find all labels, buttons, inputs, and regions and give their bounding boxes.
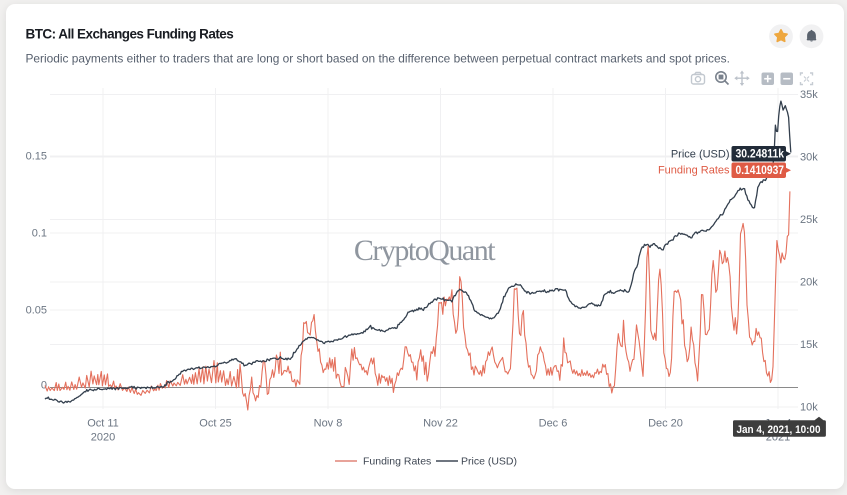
svg-text:30.24811k: 30.24811k — [736, 149, 785, 161]
svg-text:Nov 22: Nov 22 — [423, 418, 458, 430]
svg-text:Oct 11: Oct 11 — [87, 418, 119, 430]
svg-text:10k: 10k — [800, 402, 818, 414]
svg-text:0.05: 0.05 — [26, 305, 47, 317]
svg-text:25k: 25k — [800, 214, 818, 226]
svg-text:Funding Rates: Funding Rates — [363, 456, 431, 468]
svg-text:0.1: 0.1 — [32, 228, 47, 240]
svg-text:Jan 4, 2021, 10:00: Jan 4, 2021, 10:00 — [737, 424, 821, 436]
svg-text:0.1410937: 0.1410937 — [736, 165, 785, 177]
svg-text:Oct 25: Oct 25 — [199, 418, 231, 430]
svg-text:BTC: All Exchanges Funding Rat: BTC: All Exchanges Funding Rates — [26, 27, 234, 42]
svg-text:20k: 20k — [800, 277, 818, 289]
svg-text:30k: 30k — [800, 152, 818, 164]
svg-text:Dec 20: Dec 20 — [648, 418, 683, 430]
svg-text:Price (USD): Price (USD) — [461, 456, 517, 468]
svg-text:15k: 15k — [800, 339, 818, 351]
svg-text:Nov 8: Nov 8 — [314, 418, 343, 430]
svg-text:0: 0 — [41, 380, 47, 392]
svg-text:Funding Rates: Funding Rates — [658, 165, 730, 177]
svg-text:2020: 2020 — [91, 432, 115, 444]
svg-text:Periodic payments either to tr: Periodic payments either to traders that… — [26, 52, 730, 66]
svg-text:Price (USD): Price (USD) — [671, 148, 730, 160]
svg-text:CryptoQuant: CryptoQuant — [354, 234, 496, 267]
svg-text:Dec 6: Dec 6 — [539, 418, 568, 430]
svg-text:0.15: 0.15 — [26, 151, 47, 163]
svg-text:35k: 35k — [800, 89, 818, 101]
